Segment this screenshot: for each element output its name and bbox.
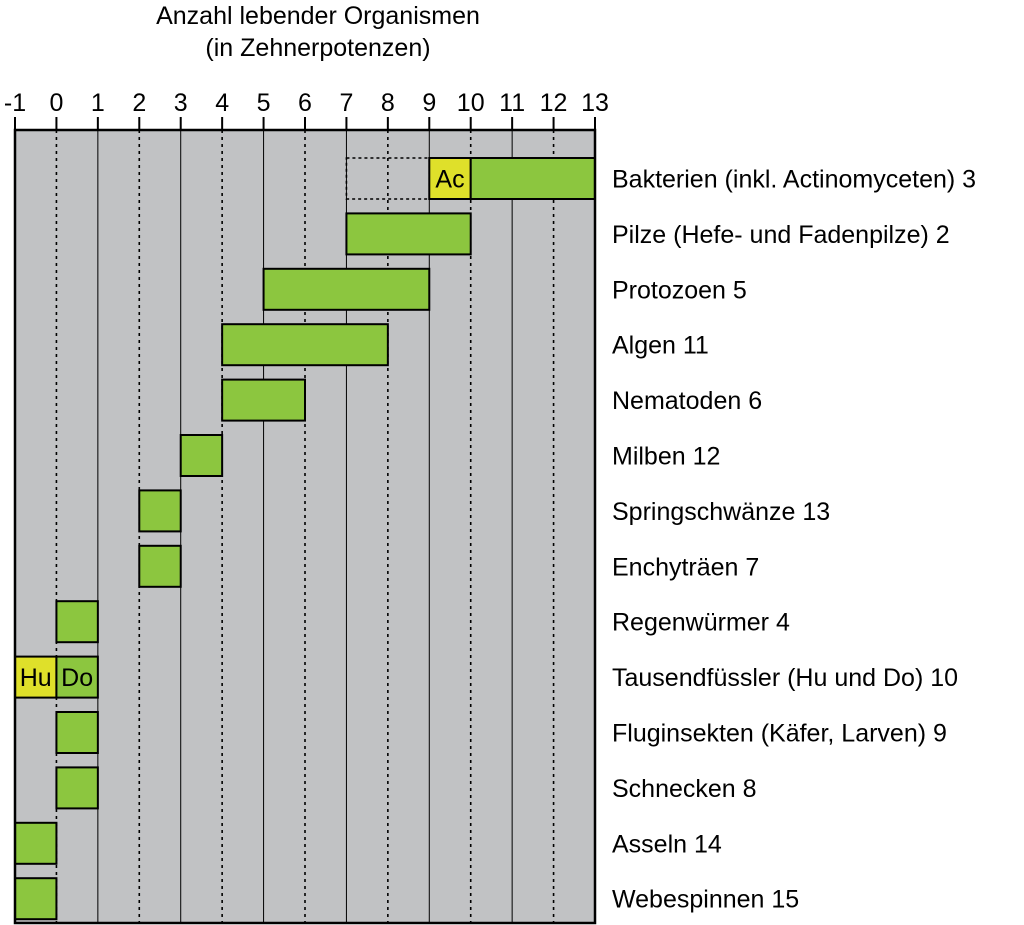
category-label: Schnecken 8 [612,775,757,803]
x-tick-label: 11 [499,89,525,117]
category-label: Milben 12 [612,443,720,471]
category-label: Pilze (Hefe- und Fadenpilze) 2 [612,221,950,249]
bar [221,378,306,422]
category-label: Algen 11 [612,332,709,360]
x-tick-label: 4 [215,89,229,117]
x-tick-label: 7 [339,89,353,117]
x-tick-label: 10 [457,89,485,117]
bar [469,157,597,200]
bar [55,711,99,754]
x-tick-label: 13 [581,89,609,117]
bar-label: Do [61,664,93,692]
bar [179,434,224,477]
bar-segment-highlight [428,157,472,200]
chart-title-line-2: (in Zehnerpotenzen) [205,34,431,62]
category-label: Enchyträen 7 [612,553,759,581]
x-tick-label: 2 [132,89,146,117]
category-label: Asseln 14 [612,830,722,858]
bar-segment-label: Hu [20,664,52,692]
bar [262,267,431,311]
x-tick-label: 5 [257,89,271,117]
bar [345,212,472,256]
category-label: Tausendfüssler (Hu und Do) 10 [612,664,958,692]
category-label: Springschwänze 13 [612,498,830,526]
x-tick-label: 9 [422,89,436,117]
category-label: Protozoen 5 [612,276,747,304]
bar [55,600,99,644]
x-tick-label: 1 [91,89,105,117]
category-label: Webespinnen 15 [612,886,799,914]
x-tick-label: 0 [49,89,63,117]
x-tick-label: 3 [174,89,188,117]
bar [55,766,99,810]
bar [221,323,389,367]
bar [14,877,58,921]
bar [138,544,182,588]
x-tick-label: 12 [540,89,568,117]
x-tick-label: -1 [4,89,26,117]
category-label: Bakterien (inkl. Actinomyceten) 3 [612,166,976,194]
bar [55,655,99,699]
x-tick-label: 6 [298,89,312,117]
bar [14,821,58,865]
category-label: Nematoden 6 [612,387,762,415]
x-tick-label: 8 [381,89,395,117]
category-label: Fluginsekten (Käfer, Larven) 9 [612,720,947,748]
category-label: Regenwürmer 4 [612,609,790,637]
chart-title-line-1: Anzahl lebender Organismen [156,2,480,30]
bar [138,489,182,533]
bar-segment-label: Ac [435,166,464,194]
